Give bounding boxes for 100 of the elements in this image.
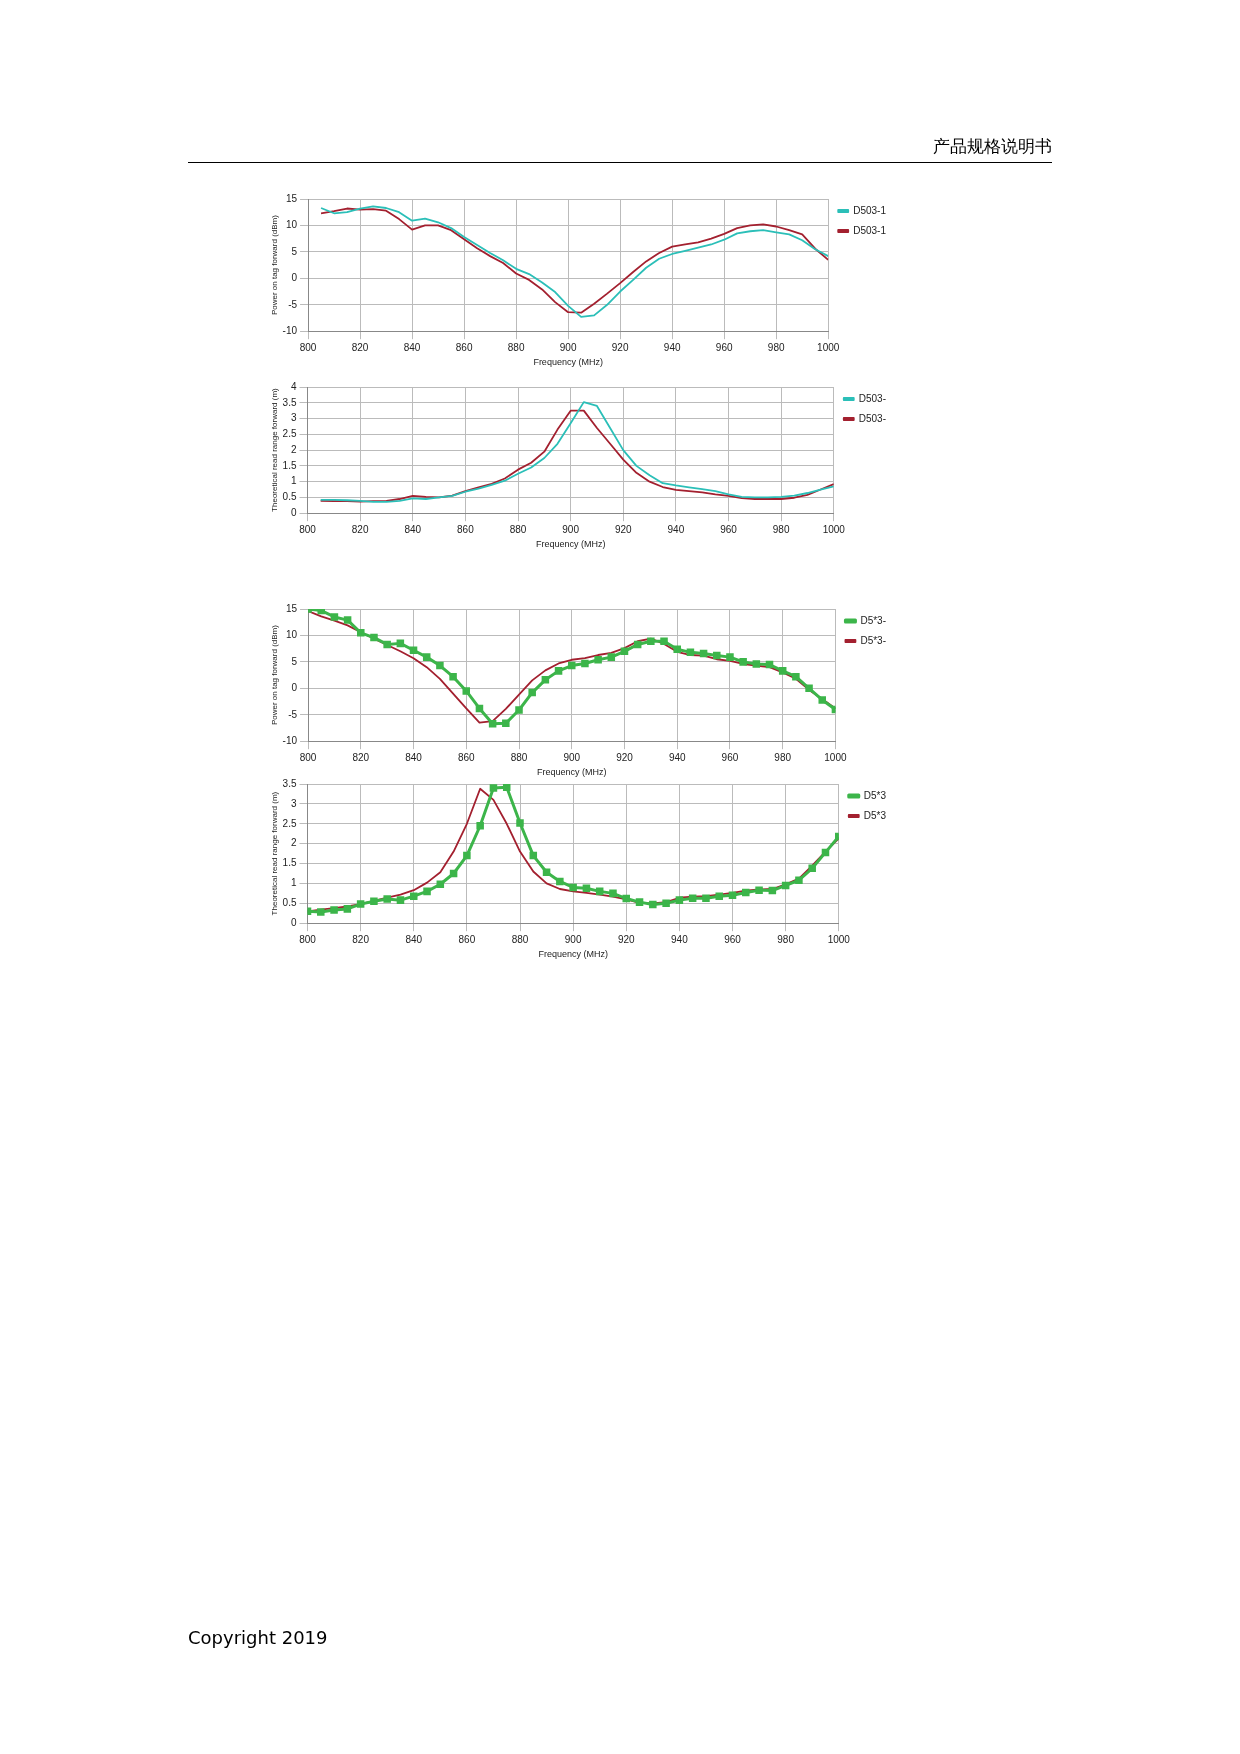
x-tick-label: 820 [351, 523, 369, 535]
point [673, 645, 681, 653]
legend-label: D503-1 [853, 204, 887, 216]
y-tick-label: 2 [290, 837, 297, 849]
point [463, 851, 471, 860]
point [370, 633, 378, 642]
point [660, 637, 668, 646]
x-tick-label: 860 [457, 751, 476, 763]
point [343, 616, 352, 624]
point [423, 887, 431, 896]
legend-label: D5*3- [860, 614, 887, 626]
x-tick-label: 1000 [824, 751, 847, 763]
y-tick-label: 1 [290, 877, 297, 889]
x-tick-label: 960 [724, 933, 742, 945]
text: Copyright 2019 [188, 1627, 328, 1648]
point [383, 640, 391, 649]
point [529, 851, 538, 860]
point [649, 900, 657, 909]
y-axis-title: Power on tag forward (dBm) [270, 624, 279, 726]
y-tick-label: 0 [291, 272, 298, 284]
x-tick-label: 920 [616, 751, 634, 763]
legend-label: D503- [858, 392, 887, 404]
x-tick-label: 800 [299, 341, 317, 353]
point [688, 894, 697, 902]
x-tick-label: 920 [614, 523, 633, 535]
y-tick-label: 0 [290, 506, 297, 518]
point [821, 848, 830, 857]
x-axis-title: Frequency (MHz) [535, 539, 606, 550]
point [647, 637, 655, 646]
point [781, 881, 790, 890]
y-tick-label: 0.5 [282, 897, 297, 909]
point [502, 719, 510, 727]
point [516, 819, 524, 827]
point [635, 898, 644, 906]
x-axis-title: Frequency (MHz) [536, 767, 607, 778]
point [541, 676, 550, 684]
x-tick-label: 880 [507, 341, 525, 353]
point [792, 672, 800, 681]
x-tick-label: 800 [299, 751, 317, 763]
y-tick-label: 1.5 [282, 857, 297, 869]
x-tick-label: 880 [510, 751, 528, 763]
x-tick-label: 940 [663, 341, 681, 353]
point [675, 896, 684, 904]
point [702, 894, 710, 902]
point [396, 896, 405, 904]
point [594, 656, 602, 664]
y-axis-title: Theoretical read range forward (m) [270, 387, 279, 512]
point [713, 651, 721, 660]
x-tick-label: 980 [777, 933, 795, 945]
point [805, 684, 813, 693]
point [818, 696, 827, 704]
y-tick-label: 2 [290, 443, 297, 455]
y-tick-label: 0.5 [282, 491, 297, 503]
point [383, 895, 391, 903]
point [699, 649, 708, 658]
point [488, 719, 497, 728]
point [422, 653, 431, 661]
point [449, 672, 457, 681]
x-tick-label: 980 [774, 751, 792, 763]
legend-label: D5*3 [863, 789, 887, 801]
point [726, 653, 734, 661]
y-tick-label: 15 [285, 602, 298, 614]
y-tick-label: -10 [282, 324, 298, 336]
x-tick-label: 900 [562, 523, 580, 535]
point [436, 880, 445, 888]
point [607, 653, 616, 661]
y-tick-label: 5 [291, 655, 298, 667]
point [739, 658, 747, 666]
point [795, 876, 803, 885]
x-tick-label: 860 [457, 523, 475, 535]
point [728, 891, 737, 900]
x-tick-label: 840 [404, 523, 422, 535]
point [633, 640, 642, 649]
x-tick-label: 800 [299, 933, 317, 945]
y-axis-title: Theoretical read range forward (m) [270, 791, 279, 916]
point [752, 660, 761, 668]
y-tick-label: 1.5 [282, 459, 297, 471]
x-tick-label: 920 [617, 933, 636, 945]
x-tick-label: 820 [352, 933, 370, 945]
y-tick-label: 3 [290, 797, 297, 809]
point [357, 629, 365, 637]
point [317, 908, 325, 916]
point [620, 647, 629, 656]
y-tick-label: 0 [291, 682, 298, 694]
point [449, 869, 458, 878]
y-tick-label: 2.5 [282, 428, 297, 440]
x-tick-label: 900 [559, 341, 577, 353]
y-tick-label: 1 [290, 475, 297, 487]
y-tick-label: 3.5 [282, 777, 297, 789]
x-tick-label: 1000 [817, 341, 840, 353]
point [370, 897, 378, 906]
x-tick-label: 1000 [822, 523, 846, 535]
point [567, 661, 576, 670]
point [768, 886, 777, 895]
point [609, 889, 617, 898]
point [476, 822, 484, 830]
x-tick-label: 940 [667, 523, 685, 535]
point [765, 660, 774, 669]
point [595, 887, 604, 896]
x-tick-label: 920 [611, 341, 629, 353]
